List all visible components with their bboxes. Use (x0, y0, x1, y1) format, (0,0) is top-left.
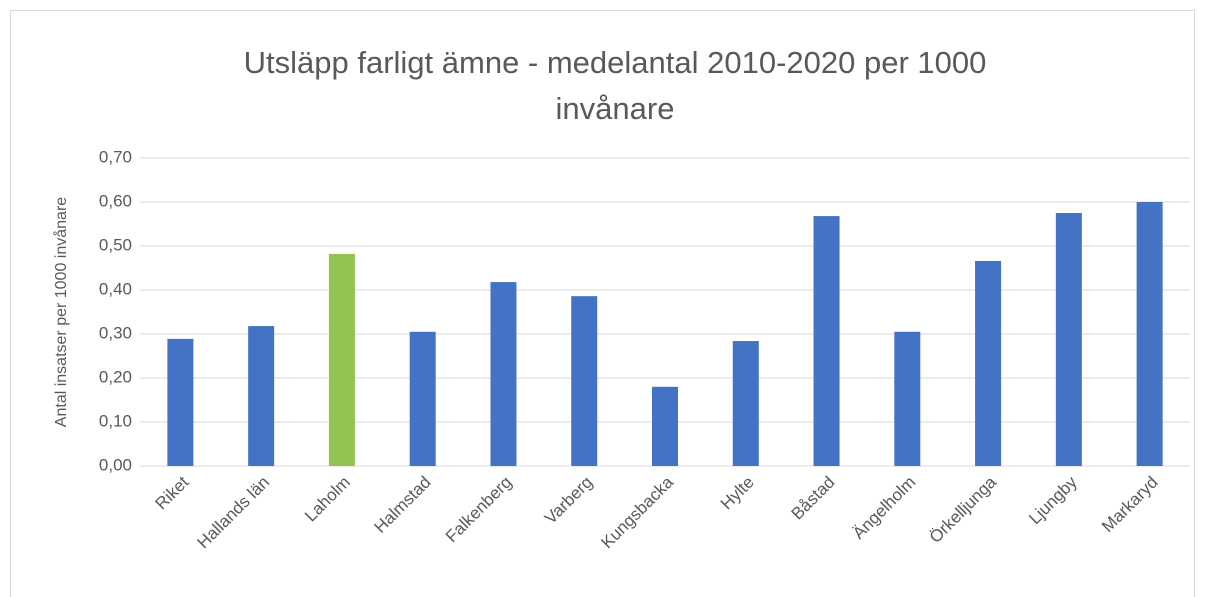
bar (490, 282, 517, 466)
bar (975, 260, 1002, 466)
bar (328, 253, 355, 466)
bar (652, 386, 678, 466)
y-tick-label: 0,50 (99, 235, 132, 254)
bar (167, 338, 194, 466)
y-tick-label: 0,70 (99, 147, 132, 166)
bar (894, 331, 921, 466)
y-tick-label: 0,30 (99, 323, 132, 342)
bar (1136, 202, 1163, 466)
bar (409, 331, 436, 466)
y-tick-label: 0,10 (99, 411, 132, 430)
y-axis-label: Antal insatser per 1000 invånare (52, 197, 70, 427)
bar (732, 341, 759, 466)
bar (1055, 213, 1082, 466)
y-tick-label: 0,60 (99, 191, 132, 210)
y-tick-label: 0,20 (99, 367, 132, 386)
chart-title: Utsläpp farligt ämne - medelantal 2010-2… (243, 45, 987, 126)
bar (813, 216, 840, 466)
y-tick-label: 0,00 (99, 455, 132, 474)
y-tick-label: 0,40 (99, 279, 132, 298)
bar (571, 296, 598, 466)
bar (248, 326, 275, 466)
